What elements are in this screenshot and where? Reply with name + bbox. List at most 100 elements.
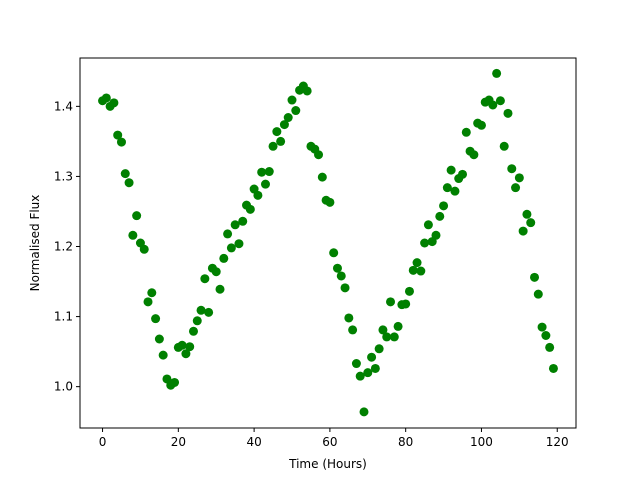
plot-area [80,58,576,428]
data-point [223,229,233,239]
data-point [488,100,498,110]
data-point [533,289,543,299]
data-point [537,322,547,332]
data-point [177,340,187,350]
x-tick-label: 60 [322,435,337,449]
data-point [332,263,342,273]
x-tick-label: 0 [99,435,107,449]
x-tick-label: 20 [171,435,186,449]
data-point [469,150,479,160]
data-point [230,220,240,230]
data-point [329,248,339,258]
data-point [495,96,505,106]
y-axis-ticks: 1.0 1.1 1.2 1.3 1.4 [54,99,80,394]
data-point [351,359,361,369]
data-point [476,120,486,130]
data-point [404,286,414,296]
data-point [302,86,312,96]
y-tick-label: 1.2 [54,240,73,254]
data-point [522,209,532,219]
data-point [139,244,149,254]
x-axis-ticks: 0 20 40 60 80 100 120 [99,428,569,449]
data-point [446,165,456,175]
data-point [279,120,289,130]
data-point [158,350,168,360]
y-tick-label: 1.3 [54,169,73,183]
plot-border [79,57,577,429]
data-point [234,239,244,249]
data-point [272,127,282,137]
data-point [291,106,301,116]
data-point [245,204,255,214]
data-point [151,314,161,324]
x-tick-label: 40 [246,435,261,449]
data-points [98,68,558,417]
data-point [514,173,524,183]
data-point [101,93,111,103]
data-point [325,197,335,207]
data-point [260,179,270,189]
data-point [196,305,206,315]
y-tick-label: 1.4 [54,99,73,113]
data-point [348,325,358,335]
data-point [113,130,123,140]
data-point [389,332,399,342]
data-point [370,363,380,373]
data-point [317,172,327,182]
data-point [435,211,445,221]
data-point [204,307,214,317]
data-point [120,169,130,179]
x-tick-label: 80 [398,435,413,449]
data-point [499,141,509,151]
x-tick-label: 120 [546,435,569,449]
data-point [530,272,540,282]
x-axis-label: Time (Hours) [288,457,367,471]
data-point [367,352,377,362]
data-point [188,326,198,336]
data-point [340,283,350,293]
data-point [200,274,210,284]
data-point [548,363,558,373]
y-tick-label: 1.1 [54,310,73,324]
y-axis-label: Normalised Flux [28,195,42,292]
data-point [442,183,452,193]
data-point [450,186,460,196]
data-point [511,183,521,193]
data-point [378,325,388,335]
data-point [253,190,263,200]
data-point [359,407,369,417]
data-point [363,368,373,378]
data-point [124,178,134,188]
data-point [492,68,502,78]
data-point [215,284,225,294]
data-point [170,377,180,387]
data-point [192,316,202,326]
data-point [128,230,138,240]
data-point [257,167,267,177]
data-point [431,230,441,240]
data-point [408,265,418,275]
data-point [226,243,236,253]
data-point [439,201,449,211]
x-tick-label: 100 [470,435,493,449]
data-point [185,342,195,352]
data-point [507,164,517,174]
data-point [458,169,468,179]
data-point [336,271,346,281]
data-point [416,266,426,276]
data-point [420,238,430,248]
data-point [401,299,411,309]
data-point [154,334,164,344]
data-point [382,332,392,342]
data-point [393,321,403,331]
data-point [355,371,365,381]
data-point [219,253,229,263]
data-point [211,267,221,277]
data-point [518,226,528,236]
data-point [344,313,354,323]
data-point [147,288,157,298]
data-point [423,220,433,230]
data-point [283,113,293,123]
